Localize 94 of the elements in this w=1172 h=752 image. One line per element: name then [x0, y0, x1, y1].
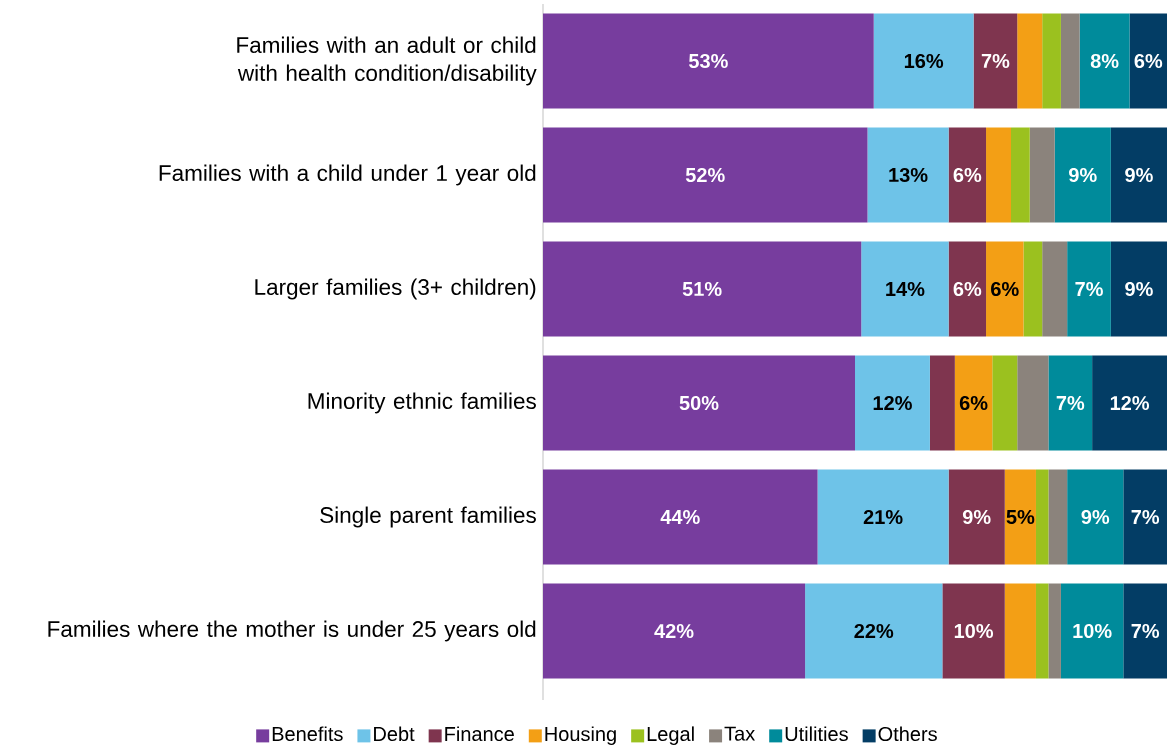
bar: [1048, 583, 1061, 679]
bar: [861, 241, 949, 337]
data-label: 51%: [682, 281, 722, 297]
data-label: 16%: [904, 53, 944, 69]
bar: [1042, 13, 1061, 109]
y-tick-label: Families with an adult or child with health condition/disability: [237, 36, 537, 86]
bar: [1123, 583, 1168, 679]
bar: [1048, 355, 1093, 451]
legend-label: Finance: [445, 726, 514, 742]
bar: [543, 241, 862, 337]
data-label: 52%: [685, 167, 725, 183]
data-label: 22%: [854, 623, 894, 639]
data-label: 7%: [981, 53, 1010, 69]
legend-label: Legal: [647, 726, 694, 746]
legend-label: Housing: [545, 726, 616, 746]
legend-label: Others: [878, 726, 937, 742]
bar: [942, 583, 1005, 679]
bar: [1067, 469, 1124, 565]
data-label: 6%: [959, 395, 988, 411]
data-label: 14%: [886, 281, 925, 297]
bar: [1029, 127, 1055, 223]
bar: [1110, 241, 1168, 337]
bar: [1092, 355, 1168, 451]
data-label: 10%: [954, 623, 994, 639]
bar: [873, 13, 974, 109]
bar: [929, 355, 955, 451]
bar: [948, 127, 987, 223]
bar: [1004, 469, 1036, 565]
bar: [948, 241, 987, 337]
bar: [1060, 583, 1124, 679]
data-label: 42%: [654, 623, 694, 639]
bar: [543, 127, 868, 223]
bar: [855, 355, 930, 451]
legend-label: Benefits: [272, 726, 343, 742]
data-label: 7%: [1075, 281, 1103, 297]
data-label: 6%: [953, 281, 982, 297]
y-tick-label: Families where the mother is under 25 years old: [48, 620, 536, 642]
data-label: 7%: [1056, 395, 1085, 411]
bar: [986, 127, 1011, 223]
y-tick-label: Single parent families: [320, 506, 536, 528]
bar: [973, 13, 1018, 109]
bar: [1060, 13, 1080, 109]
data-label: 7%: [1131, 623, 1160, 639]
bar: [948, 469, 1005, 565]
bar: [992, 355, 1018, 451]
bar: [1123, 469, 1168, 565]
y-tick-label: Families with a child under 1 year old: [159, 164, 536, 186]
data-label: 8%: [1090, 53, 1119, 69]
data-label: 21%: [863, 509, 903, 525]
bar: [805, 583, 943, 679]
data-label: 9%: [1125, 281, 1153, 297]
bar: [1067, 241, 1111, 337]
bar: [543, 583, 806, 679]
legend-label: Utilities: [785, 726, 848, 742]
bar: [543, 355, 855, 451]
data-label: 9%: [1069, 167, 1097, 183]
data-label: 6%: [1134, 53, 1163, 69]
bar: [1035, 583, 1049, 679]
bar: [1048, 469, 1068, 565]
data-label: 50%: [679, 395, 719, 411]
y-tick-label: Larger families (3+ children): [255, 278, 536, 300]
data-label: 53%: [688, 53, 728, 69]
data-label: 9%: [1125, 167, 1153, 183]
data-label: 9%: [1081, 509, 1110, 525]
bar: [867, 127, 949, 223]
bar: [986, 241, 1024, 337]
data-label: 7%: [1131, 509, 1160, 525]
data-label: 6%: [953, 167, 982, 183]
bar: [1011, 127, 1030, 223]
data-label: 5%: [1006, 509, 1035, 525]
bar: [543, 469, 818, 565]
data-label: 13%: [889, 167, 928, 183]
bar: [1017, 13, 1043, 109]
bar: [1110, 127, 1168, 223]
data-label: 9%: [962, 509, 991, 525]
data-label: 12%: [873, 395, 912, 411]
bar: [817, 469, 949, 565]
bar: [1017, 355, 1049, 451]
legend-label: Tax: [724, 726, 755, 741]
bar: [543, 13, 874, 109]
bar: [954, 355, 993, 451]
y-tick-label: Minority ethnic families: [308, 392, 536, 414]
data-label: 44%: [660, 509, 700, 525]
legend-label: Debt: [374, 726, 415, 742]
bar: [1129, 13, 1168, 109]
data-label: 6%: [991, 281, 1019, 297]
data-label: 10%: [1073, 623, 1112, 639]
bar: [1023, 241, 1043, 337]
bar: [1042, 241, 1068, 337]
bar: [1035, 469, 1049, 565]
bar: [1079, 13, 1130, 109]
bar: [1004, 583, 1036, 679]
data-label: 12%: [1110, 395, 1150, 411]
bar: [1054, 127, 1111, 223]
